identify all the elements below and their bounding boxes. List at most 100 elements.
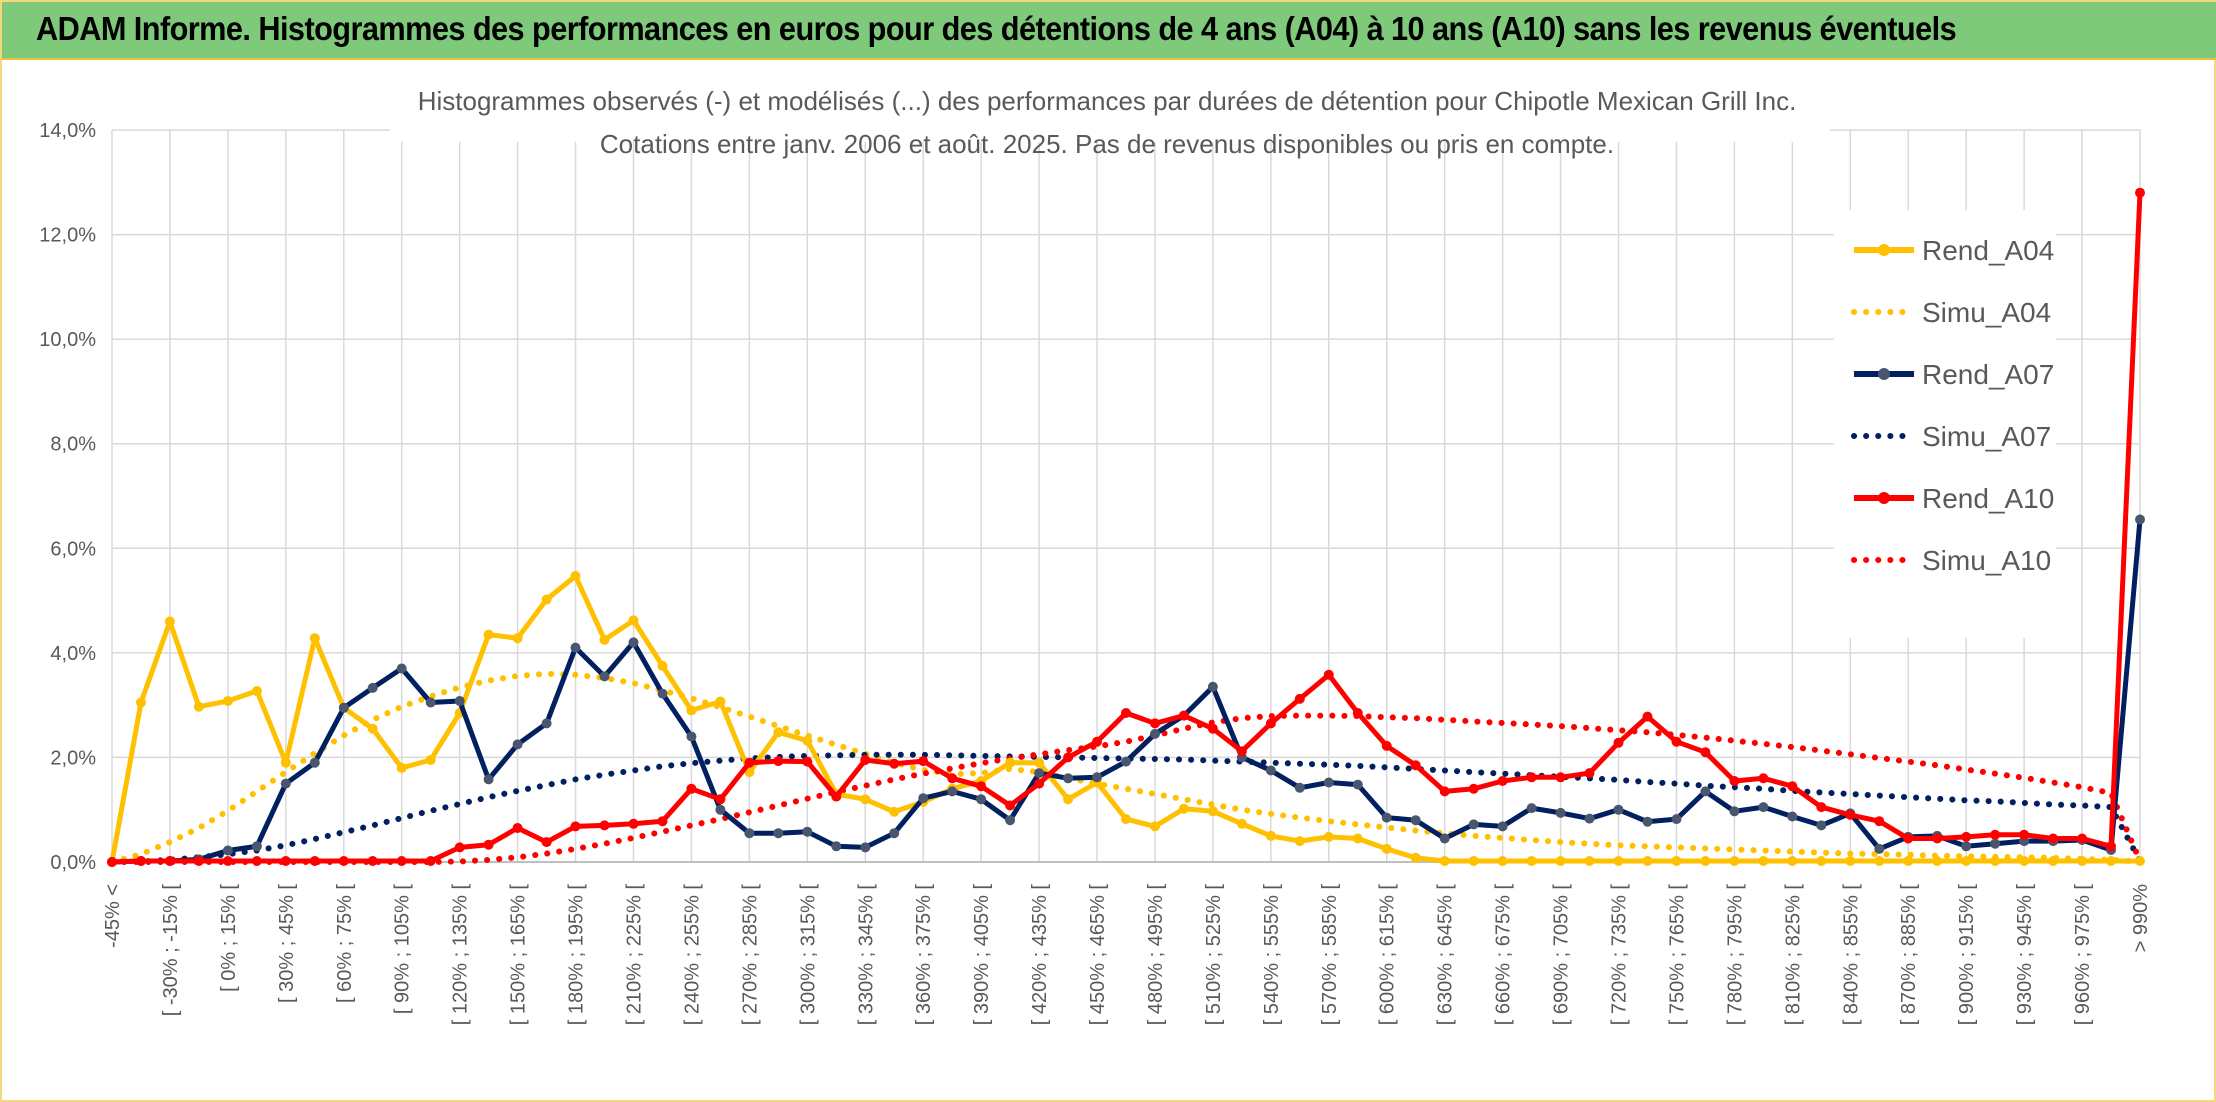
x-tick-label: [ 480% ; 495% [ xyxy=(1145,884,1167,1026)
data-point: Rend_A10: 1.4 xyxy=(1468,783,1479,794)
data-point: Rend_A07: 1.22 xyxy=(918,793,929,804)
legend-marker xyxy=(1878,368,1890,380)
x-tick-label: [ 660% ; 675% [ xyxy=(1493,884,1515,1026)
x-tick-label: [ 60% ; 75% [ xyxy=(334,884,356,1003)
x-tick-label: [ 30% ; 45% [ xyxy=(276,884,298,1003)
data-point: Rend_A04: 0.02 xyxy=(1787,856,1798,866)
x-tick-label: [ 360% ; 375% [ xyxy=(913,884,935,1026)
legend-item: Rend_A10 xyxy=(1854,483,2054,514)
data-point: Rend_A04: 2.48 xyxy=(773,727,784,738)
data-point: Rend_A07: 1.48 xyxy=(1352,779,1363,790)
data-point: Rend_A04: 2.97 xyxy=(193,701,204,712)
data-point: Rend_A10: 0.28 xyxy=(454,842,465,853)
data-point: Rend_A10: 1.95 xyxy=(860,755,871,765)
data-point: Rend_A04: 0.48 xyxy=(1323,831,1334,842)
data-point: Rend_A04: 0.02 xyxy=(1816,856,1827,866)
data-point: Rend_A10: 0.45 xyxy=(2077,833,2088,844)
data-point: Rend_A04: 4.6 xyxy=(164,616,175,627)
data-point: Rend_A07: 1.35 xyxy=(947,786,958,797)
data-point: Rend_A04: 0.97 xyxy=(1207,806,1218,817)
x-tick-label: [ 690% ; 705% [ xyxy=(1551,884,1573,1026)
data-point: Rend_A04: 0.02 xyxy=(1932,856,1943,866)
series-Simu_A10 xyxy=(109,712,2143,865)
data-point: Rend_A10: 0.38 xyxy=(541,837,552,848)
x-tick-label: [ 420% ; 435% [ xyxy=(1029,884,1051,1026)
data-point: Rend_A10: 12.8 xyxy=(2135,187,2145,198)
y-tick-label: 8,0% xyxy=(50,434,96,456)
data-point: Rend_A10: 1.93 xyxy=(773,756,784,767)
data-point: Rend_A10: 1.92 xyxy=(802,756,813,767)
data-point: Rend_A10: 1.55 xyxy=(1729,776,1740,786)
data-point: Rend_A04: 4.35 xyxy=(483,629,494,640)
x-tick-label: [ 780% ; 795% [ xyxy=(1724,884,1746,1026)
data-point: Rend_A04: 0.82 xyxy=(1121,814,1131,825)
data-point: Rend_A07: 2.65 xyxy=(541,718,552,729)
data-point: Rend_A07: 1.7 xyxy=(1034,768,1045,779)
data-point: Rend_A04: 0.02 xyxy=(2019,856,2030,866)
data-point: Rend_A10: 0.3 xyxy=(2106,841,2116,852)
y-tick-label: 4,0% xyxy=(50,643,96,665)
data-point: Rend_A04: 0.02 xyxy=(1468,856,1479,866)
data-point: Rend_A10: 0.33 xyxy=(483,839,494,850)
data-point: Rend_A07: 0.77 xyxy=(1642,816,1653,827)
data-point: Rend_A04: 0.02 xyxy=(1874,856,1885,866)
data-point: Rend_A07: 1.03 xyxy=(1526,803,1537,814)
data-point: Rend_A07: 1.62 xyxy=(1092,772,1102,783)
data-point: Rend_A10: 2.3 xyxy=(1092,736,1102,747)
data-point: Rend_A04: 0.02 xyxy=(2106,856,2116,866)
data-point: Rend_A04: 0.5 xyxy=(1265,830,1276,841)
data-point: Rend_A04: 4.62 xyxy=(628,615,639,626)
x-tick-label: [ 870% ; 885% [ xyxy=(1898,884,1920,1026)
data-point: Rend_A07: 1.52 xyxy=(1323,777,1334,788)
x-tick-label: -45% < xyxy=(102,884,124,948)
data-point: Rend_A04: 3.75 xyxy=(657,660,668,671)
data-point: Rend_A10: 2.3 xyxy=(1671,736,1682,747)
x-tick-label: [ -30% ; -15% [ xyxy=(160,884,182,1017)
data-point: Rend_A07: 0.55 xyxy=(744,828,755,839)
data-point: Rend_A07: 0.72 xyxy=(1468,819,1479,830)
data-point: Rend_A07: 0.8 xyxy=(1005,815,1016,826)
data-point: Rend_A04: 0.96 xyxy=(889,806,900,817)
legend: Rend_A04 Simu_A04 Rend_A07 Simu_A07 Rend_A10… xyxy=(1834,210,2056,638)
x-axis-tick-labels: -45% < [ -30% ; -15% [[ 0% ; 15% [[ 30% ;… xyxy=(102,884,2152,1026)
data-point: Rend_A04: 0.02 xyxy=(1439,856,1450,866)
data-point: Rend_A04: 1.2 xyxy=(1063,794,1074,805)
data-point: Rend_A04: 4.28 xyxy=(512,633,523,644)
data-point: Rend_A10: 2.78 xyxy=(1642,711,1653,722)
series-Simu_A04 xyxy=(109,670,2143,865)
x-tick-label: [ 390% ; 405% [ xyxy=(971,884,993,1026)
data-point: Rend_A07: 0.45 xyxy=(1439,833,1450,844)
data-point: Rend_A04: 0.02 xyxy=(1497,856,1508,866)
chart-subtitle: Cotations entre janv. 2006 et août. 2025… xyxy=(600,129,1614,159)
data-point: Rend_A10: 2.22 xyxy=(1381,740,1392,751)
legend-item: Rend_A04 xyxy=(1854,235,2054,266)
data-point: Rend_A10: 2.55 xyxy=(1207,723,1218,734)
data-point: Rend_A04: 2.55 xyxy=(367,723,378,734)
x-tick-label: [ 120% ; 135% [ xyxy=(450,884,472,1026)
data-point: Rend_A10: 1.85 xyxy=(1410,760,1421,771)
data-point: Rend_A07: 3.7 xyxy=(396,663,407,674)
data-point: Rend_A07: 1.35 xyxy=(1700,786,1711,797)
data-point: Rend_A07: 2.95 xyxy=(338,702,349,713)
data-point: Rend_A04: 0.02 xyxy=(1671,856,1682,866)
legend-label: Rend_A10 xyxy=(1922,483,2054,514)
data-point: Rend_A04: 1.8 xyxy=(396,762,407,773)
data-point: Rend_A07: 3.55 xyxy=(599,671,610,682)
data-point: Rend_A07: 3.22 xyxy=(657,688,668,699)
data-point: Rend_A07: 0.35 xyxy=(1990,838,2001,849)
y-tick-label: 12,0% xyxy=(39,225,96,247)
data-point: Rend_A04: 0.02 xyxy=(1845,856,1856,866)
x-tick-label: [ 570% ; 585% [ xyxy=(1319,884,1341,1026)
x-tick-label: [ 630% ; 645% [ xyxy=(1435,884,1457,1026)
data-point: Rend_A04: 0.02 xyxy=(2048,856,2059,866)
data-point: Rend_A10: 1.93 xyxy=(918,756,929,767)
data-point: Rend_A07: 0.55 xyxy=(889,828,900,839)
data-point: Rend_A07: 3.35 xyxy=(1207,681,1218,692)
data-point: Rend_A10: 0 xyxy=(107,857,117,867)
data-point: Rend_A10: 0.02 xyxy=(280,856,291,866)
data-point: Rend_A07: 2.25 xyxy=(512,739,523,750)
series-layer: Rend_A04: 0Rend_A04: 3.05Rend_A04: 4.6Re… xyxy=(107,187,2145,867)
data-point: Rend_A10: 0.48 xyxy=(1961,831,1972,842)
data-point: Rend_A10: 2.8 xyxy=(1178,710,1189,721)
data-point: Rend_A04: 2.32 xyxy=(802,735,813,746)
